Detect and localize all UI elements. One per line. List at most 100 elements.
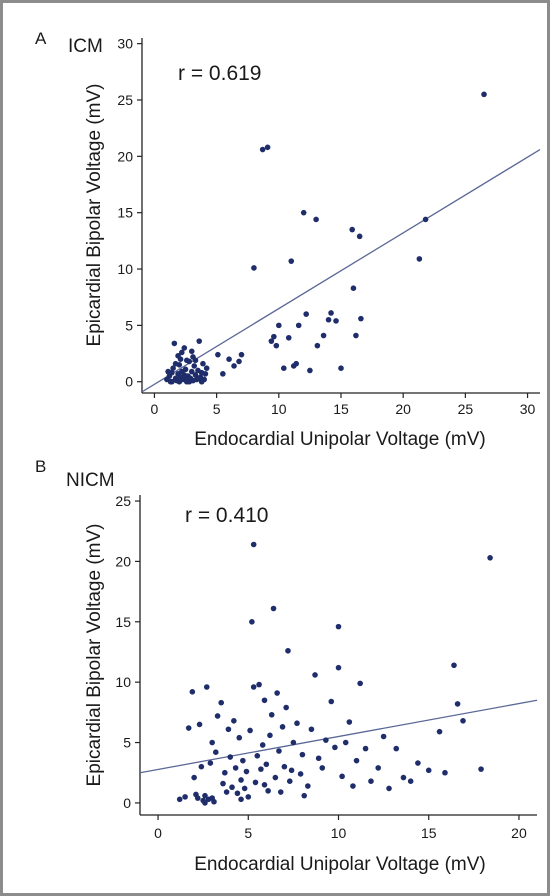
data-point [350, 285, 357, 291]
data-point [353, 332, 359, 339]
data-point [220, 371, 226, 377]
x-tick-label: 20 [511, 825, 527, 841]
data-point [165, 368, 171, 375]
panel-letter: B [35, 457, 46, 476]
data-point [189, 689, 196, 695]
data-point [481, 91, 487, 98]
data-point [487, 554, 493, 561]
data-point [290, 739, 297, 746]
data-point [293, 360, 300, 367]
data-point [182, 794, 188, 800]
data-point [314, 342, 321, 349]
data-point [176, 796, 183, 803]
data-point [454, 701, 461, 707]
data-point [422, 216, 429, 223]
data-point [254, 753, 261, 759]
data-point [386, 785, 392, 792]
data-point [301, 792, 308, 799]
data-point [263, 761, 270, 768]
data-point [171, 340, 178, 347]
data-point [175, 353, 181, 359]
data-point [232, 765, 239, 771]
y-axis-title: Epicardial Bipolar Voltage (mV) [84, 84, 105, 347]
data-point [261, 697, 268, 704]
regression-line [142, 149, 541, 393]
data-point [350, 783, 356, 789]
y-axis-title: Epicardial Bipolar Voltage (mV) [84, 524, 105, 787]
y-tick-label: 5 [123, 735, 131, 751]
data-point [183, 357, 190, 364]
data-point [223, 789, 230, 795]
data-point [169, 378, 175, 385]
data-point [332, 744, 338, 751]
data-point [203, 365, 210, 372]
y-tick-label: 10 [115, 674, 131, 690]
data-point [229, 784, 235, 791]
data-point [415, 760, 421, 766]
data-point [303, 311, 309, 317]
data-point [220, 780, 226, 787]
x-tick-label: 25 [458, 401, 474, 417]
data-point [356, 233, 363, 240]
data-point [226, 356, 232, 362]
correlation-annotation: r = 0.410 [185, 504, 268, 527]
data-point [328, 310, 334, 316]
data-point [307, 367, 313, 374]
data-point [320, 332, 327, 339]
data-point [299, 751, 306, 758]
data-point [234, 790, 241, 797]
data-point [285, 334, 292, 341]
data-point [179, 349, 185, 356]
data-point [407, 778, 414, 784]
y-tick-label: 15 [117, 205, 133, 221]
data-point [281, 763, 288, 770]
data-point [247, 727, 253, 734]
data-point [202, 371, 209, 377]
data-point [319, 765, 326, 771]
data-point [259, 742, 266, 748]
y-tick-label: 15 [115, 614, 131, 630]
y-tick-label: 30 [117, 36, 133, 52]
data-point [185, 725, 192, 731]
data-point [297, 771, 304, 777]
data-point [243, 768, 250, 775]
data-point [261, 782, 268, 788]
y-tick-label: 20 [115, 553, 131, 569]
data-point [222, 769, 228, 776]
data-point [305, 783, 311, 789]
data-point [416, 256, 423, 262]
data-point [198, 378, 205, 385]
data-point [280, 365, 287, 372]
data-point [238, 777, 244, 783]
data-point [286, 778, 293, 784]
data-point [209, 739, 215, 746]
y-tick-label: 20 [117, 148, 133, 164]
group-label: ICM [68, 36, 103, 57]
data-point [270, 605, 277, 612]
data-point [182, 376, 189, 383]
data-point [212, 749, 219, 756]
data-point [267, 732, 273, 739]
data-point [251, 265, 257, 271]
data-point [264, 144, 271, 151]
data-point [231, 718, 237, 724]
data-point [218, 699, 225, 706]
data-point [259, 146, 266, 153]
x-tick-label: 0 [151, 401, 159, 417]
data-point [276, 322, 282, 329]
x-tick-label: 10 [331, 825, 347, 841]
data-point [236, 734, 243, 741]
x-tick-label: 15 [421, 825, 437, 841]
data-point [250, 541, 257, 548]
data-point [328, 698, 335, 705]
data-point [196, 721, 203, 728]
data-point [249, 618, 255, 625]
data-point [380, 733, 387, 740]
data-point [252, 779, 259, 786]
data-point [202, 792, 208, 799]
data-point [194, 795, 201, 801]
data-point [335, 664, 342, 671]
data-point [181, 345, 188, 351]
data-point [191, 774, 197, 781]
data-point [375, 765, 382, 771]
